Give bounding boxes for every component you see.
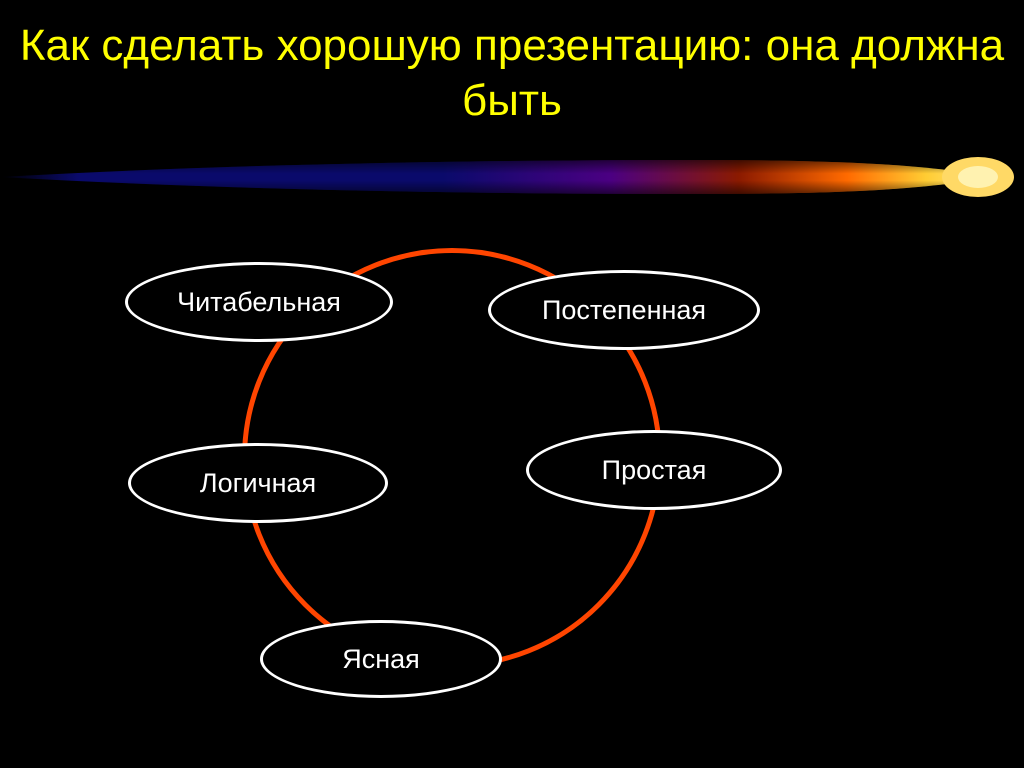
node-label: Постепенная <box>542 295 706 326</box>
node-label: Читабельная <box>177 287 341 318</box>
node-logical: Логичная <box>128 443 388 523</box>
slide-title: Как сделать хорошую презентацию: она дол… <box>0 18 1024 128</box>
node-label: Ясная <box>342 644 420 675</box>
node-label: Логичная <box>200 468 316 499</box>
node-simple: Простая <box>526 430 782 510</box>
node-gradual: Постепенная <box>488 270 760 350</box>
node-readable: Читабельная <box>125 262 393 342</box>
node-clear: Ясная <box>260 620 502 698</box>
decorative-streak <box>0 154 1024 200</box>
node-label: Простая <box>602 455 707 486</box>
